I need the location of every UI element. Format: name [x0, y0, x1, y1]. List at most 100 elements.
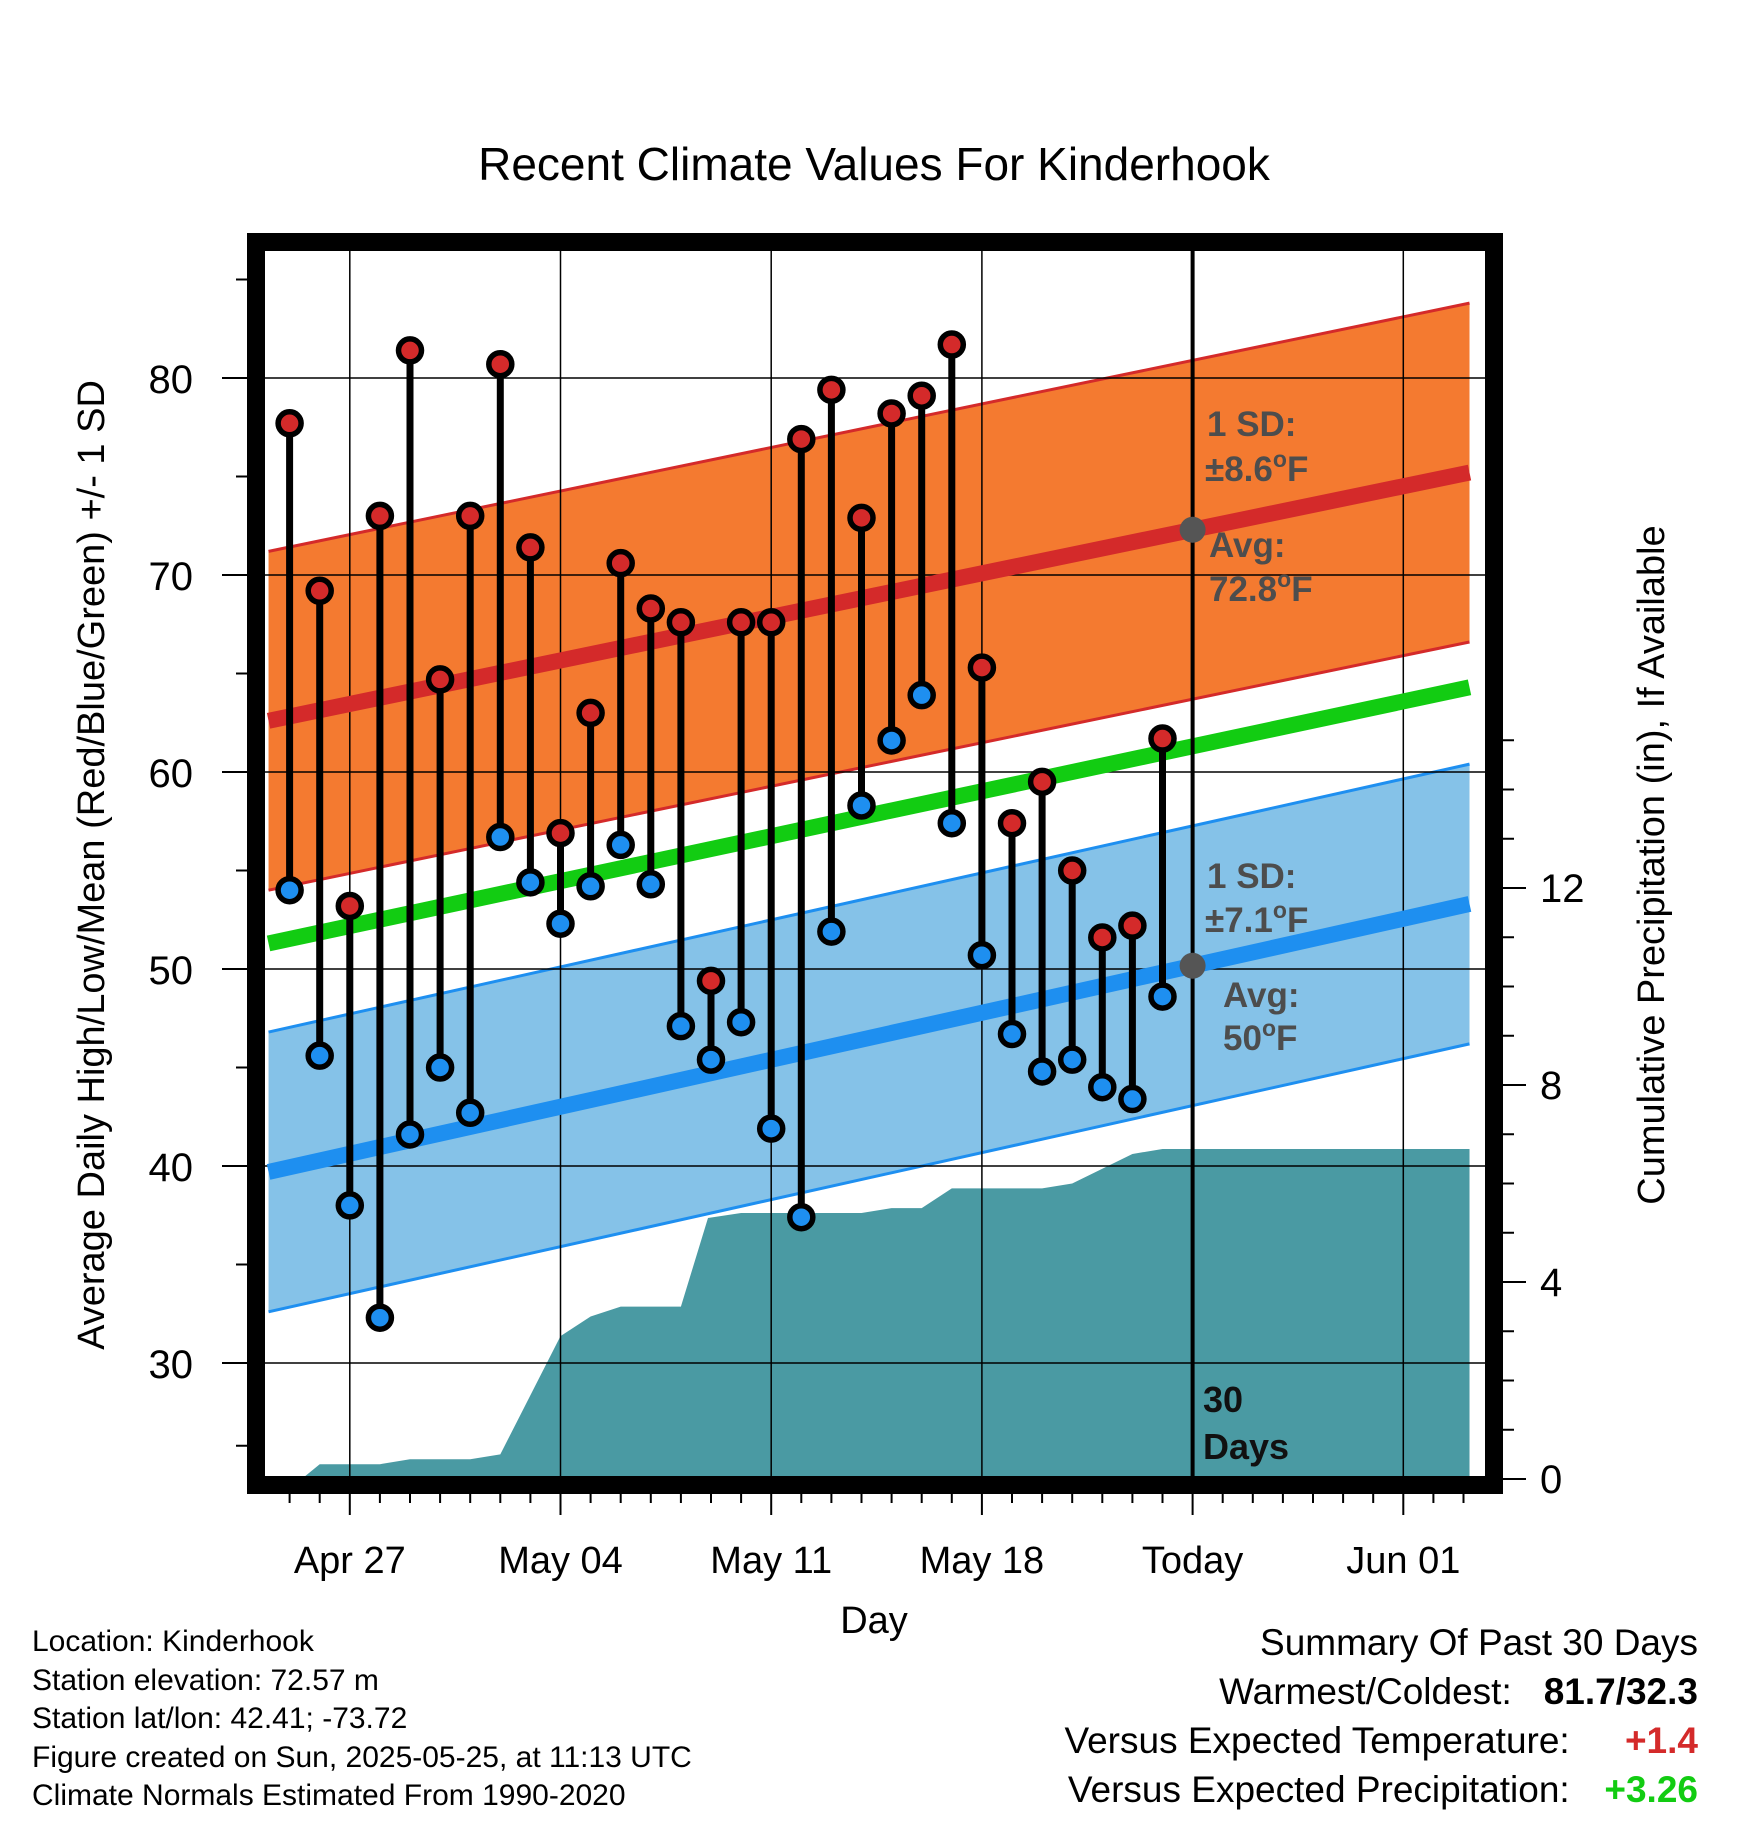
- daily-low-point: [335, 1191, 365, 1220]
- daily-low-point: [395, 1120, 425, 1149]
- summary-precip-label: Versus Expected Precipitation:: [1067, 1769, 1570, 1810]
- info-elevation: Station elevation: 72.57 m: [32, 1663, 379, 1697]
- y2-tick-label: 4: [1540, 1261, 1562, 1305]
- daily-high-point: [516, 533, 545, 562]
- daily-low-point: [937, 808, 967, 838]
- daily-low-point: [1027, 1057, 1057, 1086]
- daily-high-point: [395, 336, 425, 365]
- x-tick-label: Jun 01: [1346, 1540, 1460, 1582]
- normal-low-line: [266, 896, 1472, 1180]
- daily-high-point: [365, 501, 395, 531]
- daily-high-point: [997, 808, 1027, 838]
- daily-high-point: [1088, 923, 1117, 952]
- low-sd-value: ±7.1oF: [1205, 897, 1308, 940]
- info-normals: Climate Normals Estimated From 1990-2020: [32, 1779, 626, 1812]
- summary-warmest-row: Warmest/Coldest: 81.7/32.3: [1064, 1667, 1698, 1716]
- x-tick-label: Apr 27: [294, 1540, 406, 1582]
- daily-low-point: [275, 875, 304, 905]
- daily-high-point: [486, 349, 515, 379]
- daily-low-point: [1057, 1045, 1087, 1074]
- chart-title: Recent Climate Values For Kinderhook: [478, 138, 1271, 190]
- daily-high-point: [1118, 911, 1147, 940]
- daily-high-point: [546, 818, 575, 848]
- station-info: Location: Kinderhook Station elevation: …: [32, 1623, 692, 1816]
- daily-high-point: [1027, 767, 1057, 797]
- daily-low-point: [696, 1045, 726, 1074]
- daily-low-point: [486, 822, 515, 852]
- daily-high-point: [787, 424, 816, 454]
- summary-title: Summary Of Past 30 Days: [1260, 1622, 1698, 1663]
- summary-temp-value: +1.4: [1624, 1720, 1698, 1761]
- summary-warmest-label: Warmest/Coldest:: [1219, 1671, 1512, 1712]
- normal-low-band-lower-edge: [268, 1042, 1470, 1314]
- daily-low-point: [1088, 1072, 1117, 1102]
- daily-high-point: [847, 503, 876, 533]
- summary-temp-row: Versus Expected Temperature: +1.4: [1064, 1716, 1698, 1765]
- x-tick-label: May 18: [920, 1540, 1045, 1582]
- daily-low-point: [847, 791, 876, 820]
- y2-tick-label: 0: [1540, 1458, 1562, 1502]
- y-tick-label: 30: [149, 1343, 194, 1387]
- daily-low-point: [726, 1007, 756, 1037]
- daily-low-point: [636, 870, 666, 899]
- daily-low-point: [666, 1011, 696, 1041]
- daily-high-point: [576, 698, 605, 728]
- summary-panel: Summary Of Past 30 Days Warmest/Coldest:…: [1064, 1618, 1698, 1814]
- summary-precip-value: +3.26: [1604, 1769, 1698, 1810]
- daily-low-point: [455, 1098, 485, 1128]
- summary-temp-label: Versus Expected Temperature:: [1064, 1720, 1570, 1761]
- precip-area: [301, 1149, 1470, 1479]
- daily-low-point: [787, 1202, 816, 1232]
- today-low-normal-marker: [1179, 952, 1206, 979]
- daily-high-point: [877, 399, 906, 428]
- y2-tick-label: 8: [1540, 1064, 1562, 1108]
- low-sd-label: 1 SD:: [1207, 857, 1296, 896]
- daily-high-point: [967, 653, 997, 682]
- high-avg-value: 72.8oF: [1209, 566, 1313, 609]
- daily-low-point: [1148, 982, 1177, 1011]
- high-sd-label: 1 SD:: [1207, 405, 1296, 444]
- daily-low-point: [365, 1303, 395, 1332]
- y-axis-label: Average Daily High/Low/Mean (Red/Blue/Gr…: [71, 380, 113, 1350]
- daily-low-point: [425, 1053, 455, 1082]
- daily-low-point: [305, 1041, 334, 1070]
- y2-axis-label: Cumulative Precipitation (in), If Availa…: [1631, 525, 1673, 1204]
- info-location: Location: Kinderhook: [32, 1625, 314, 1658]
- daily-high-point: [1148, 724, 1177, 753]
- low-avg-value: 50oF: [1223, 1015, 1297, 1058]
- daily-low-point: [516, 868, 545, 897]
- x-tick-label: May 04: [498, 1540, 623, 1582]
- y-tick-label: 80: [149, 358, 194, 402]
- high-avg-label: Avg:: [1209, 526, 1285, 565]
- x-tick-label: Today: [1142, 1540, 1243, 1582]
- daily-low-point: [576, 872, 605, 901]
- summary-precip-row: Versus Expected Precipitation: +3.26: [1064, 1765, 1698, 1814]
- daily-low-point: [606, 830, 635, 860]
- y-tick-label: 40: [149, 1146, 194, 1190]
- daily-high-point: [606, 548, 635, 578]
- x-axis-label: Day: [840, 1600, 908, 1642]
- today-high-normal-marker: [1179, 516, 1206, 543]
- x-tick-label: May 11: [710, 1540, 832, 1582]
- y-tick-label: 50: [149, 949, 194, 993]
- daily-low-point: [997, 1019, 1027, 1049]
- daily-high-point: [275, 409, 304, 438]
- daily-low-point: [907, 680, 936, 710]
- daily-low-point: [967, 940, 997, 970]
- plot-frame: [247, 233, 1503, 1494]
- daily-high-point: [817, 375, 846, 405]
- daily-low-point: [877, 726, 906, 755]
- daily-high-point: [696, 966, 726, 996]
- daily-high-point: [756, 608, 786, 637]
- days-word-label: Days: [1203, 1426, 1289, 1467]
- y2-tick-label: 12: [1540, 867, 1585, 911]
- daily-high-point: [335, 891, 365, 921]
- high-sd-value: ±8.6oF: [1205, 446, 1308, 489]
- low-avg-label: Avg:: [1223, 976, 1299, 1015]
- summary-warmest-value: 81.7/32.3: [1543, 1671, 1698, 1712]
- y-tick-label: 70: [149, 555, 194, 599]
- daily-high-point: [666, 608, 696, 637]
- daily-high-point: [937, 330, 967, 359]
- daily-low-point: [817, 917, 846, 946]
